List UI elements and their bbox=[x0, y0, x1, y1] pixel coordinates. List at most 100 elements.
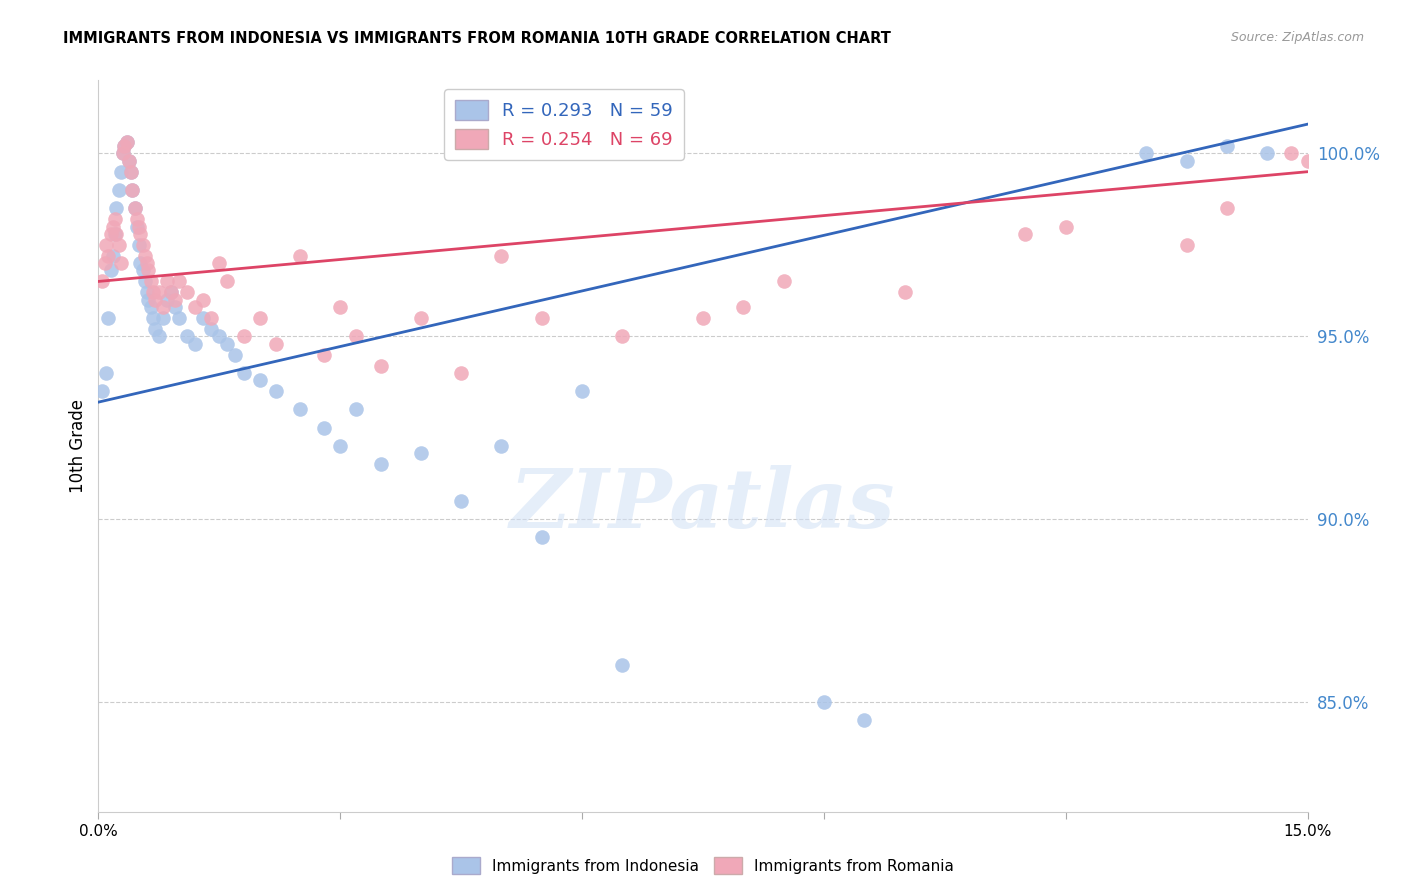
Point bbox=[132, 263, 155, 277]
Point bbox=[491, 439, 513, 453]
Point bbox=[813, 695, 835, 709]
Point bbox=[530, 311, 553, 326]
Point bbox=[1175, 153, 1198, 168]
Point bbox=[571, 384, 593, 399]
Point bbox=[96, 238, 118, 252]
Point bbox=[1337, 176, 1360, 190]
Point bbox=[134, 275, 156, 289]
Point bbox=[232, 366, 254, 380]
Point bbox=[1376, 190, 1399, 204]
Point bbox=[450, 494, 472, 508]
Point bbox=[143, 322, 166, 336]
Point bbox=[129, 227, 152, 241]
Point bbox=[612, 329, 634, 343]
Point bbox=[249, 373, 271, 387]
Point bbox=[121, 183, 143, 197]
Point bbox=[120, 165, 142, 179]
Point bbox=[103, 212, 125, 227]
Point bbox=[135, 256, 157, 270]
Point bbox=[208, 256, 231, 270]
Point bbox=[110, 256, 132, 270]
Point bbox=[288, 402, 311, 417]
Point bbox=[101, 219, 124, 234]
Point bbox=[120, 165, 142, 179]
Point bbox=[129, 256, 152, 270]
Text: IMMIGRANTS FROM INDONESIA VS IMMIGRANTS FROM ROMANIA 10TH GRADE CORRELATION CHAR: IMMIGRANTS FROM INDONESIA VS IMMIGRANTS … bbox=[63, 31, 891, 46]
Point bbox=[127, 212, 149, 227]
Point bbox=[612, 658, 634, 673]
Point bbox=[893, 285, 915, 300]
Point bbox=[450, 366, 472, 380]
Legend: R = 0.293   N = 59, R = 0.254   N = 69: R = 0.293 N = 59, R = 0.254 N = 69 bbox=[444, 89, 683, 160]
Point bbox=[124, 202, 146, 216]
Point bbox=[1135, 146, 1157, 161]
Point bbox=[208, 329, 231, 343]
Point bbox=[409, 311, 432, 326]
Point bbox=[115, 136, 138, 150]
Point bbox=[118, 153, 141, 168]
Point bbox=[1312, 165, 1334, 179]
Point bbox=[163, 293, 186, 307]
Point bbox=[107, 183, 129, 197]
Point bbox=[1281, 146, 1303, 161]
Y-axis label: 10th Grade: 10th Grade bbox=[69, 399, 87, 493]
Legend: Immigrants from Indonesia, Immigrants from Romania: Immigrants from Indonesia, Immigrants fr… bbox=[446, 851, 960, 880]
Point bbox=[111, 146, 134, 161]
Point bbox=[139, 300, 162, 314]
Point bbox=[156, 275, 179, 289]
Point bbox=[138, 263, 160, 277]
Point bbox=[128, 219, 150, 234]
Point bbox=[200, 311, 222, 326]
Point bbox=[121, 183, 143, 197]
Point bbox=[344, 329, 367, 343]
Point bbox=[249, 311, 271, 326]
Point bbox=[329, 439, 352, 453]
Point bbox=[96, 366, 118, 380]
Point bbox=[148, 329, 170, 343]
Point bbox=[176, 285, 198, 300]
Point bbox=[100, 263, 122, 277]
Point bbox=[1256, 146, 1278, 161]
Point bbox=[1361, 183, 1384, 197]
Point bbox=[200, 322, 222, 336]
Point bbox=[91, 275, 114, 289]
Point bbox=[217, 336, 239, 351]
Point bbox=[134, 249, 156, 263]
Point bbox=[105, 227, 128, 241]
Point bbox=[1054, 219, 1077, 234]
Point bbox=[128, 238, 150, 252]
Point bbox=[111, 146, 134, 161]
Point bbox=[160, 285, 183, 300]
Point bbox=[772, 275, 794, 289]
Point bbox=[143, 293, 166, 307]
Point bbox=[1175, 238, 1198, 252]
Point bbox=[118, 153, 141, 168]
Point bbox=[124, 202, 146, 216]
Point bbox=[370, 359, 392, 373]
Point bbox=[152, 311, 174, 326]
Point bbox=[160, 285, 183, 300]
Point bbox=[314, 421, 336, 435]
Point bbox=[139, 275, 162, 289]
Text: Source: ZipAtlas.com: Source: ZipAtlas.com bbox=[1230, 31, 1364, 45]
Point bbox=[1296, 153, 1319, 168]
Point bbox=[232, 329, 254, 343]
Point bbox=[530, 531, 553, 545]
Point bbox=[217, 275, 239, 289]
Point bbox=[264, 336, 287, 351]
Point bbox=[135, 285, 157, 300]
Point bbox=[163, 300, 186, 314]
Point bbox=[112, 139, 135, 153]
Point bbox=[152, 300, 174, 314]
Point bbox=[167, 311, 190, 326]
Point bbox=[491, 249, 513, 263]
Text: ZIPatlas: ZIPatlas bbox=[510, 465, 896, 544]
Point bbox=[91, 384, 114, 399]
Point bbox=[264, 384, 287, 399]
Point bbox=[314, 348, 336, 362]
Point bbox=[110, 165, 132, 179]
Point bbox=[692, 311, 714, 326]
Point bbox=[1216, 202, 1239, 216]
Point bbox=[184, 300, 207, 314]
Point bbox=[733, 300, 755, 314]
